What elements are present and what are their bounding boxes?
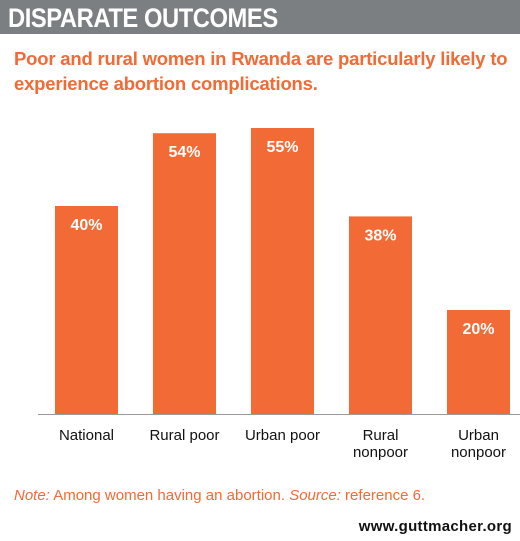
data-label-5: 20%	[462, 321, 494, 338]
category-label-2: Rural poor	[149, 427, 219, 444]
category-label-1: National	[59, 427, 114, 444]
source-text: reference 6.	[340, 487, 426, 504]
bar-chart: 40% National 54% Rural poor 55% Urban poor 38%…	[38, 128, 520, 461]
source-label: Source:	[289, 487, 341, 504]
bar-2	[153, 133, 216, 414]
title-bar: DISPARATE OUTCOMES	[0, 0, 520, 34]
source-url: www.guttmacher.org	[358, 518, 512, 535]
category-label-5: Urban nonpoor	[451, 427, 506, 461]
chart-note: Note: Among women having an abortion. So…	[14, 487, 425, 504]
data-label-1: 40%	[70, 217, 102, 234]
bar-1	[55, 206, 118, 414]
bar-4	[349, 216, 412, 414]
note-text: Among women having an abortion.	[49, 487, 290, 504]
data-label-2: 54%	[168, 144, 200, 161]
chart-subtitle: Poor and rural women in Rwanda are parti…	[14, 48, 508, 94]
note-label: Note:	[14, 487, 50, 504]
bar-3	[251, 128, 314, 414]
chart-title: DISPARATE OUTCOMES	[8, 3, 278, 33]
category-label-3: Urban poor	[245, 427, 320, 444]
data-label-3: 55%	[266, 139, 298, 156]
bar-5	[447, 310, 510, 414]
category-label-4: Rural nonpoor	[353, 427, 408, 461]
data-label-4: 38%	[364, 227, 396, 244]
